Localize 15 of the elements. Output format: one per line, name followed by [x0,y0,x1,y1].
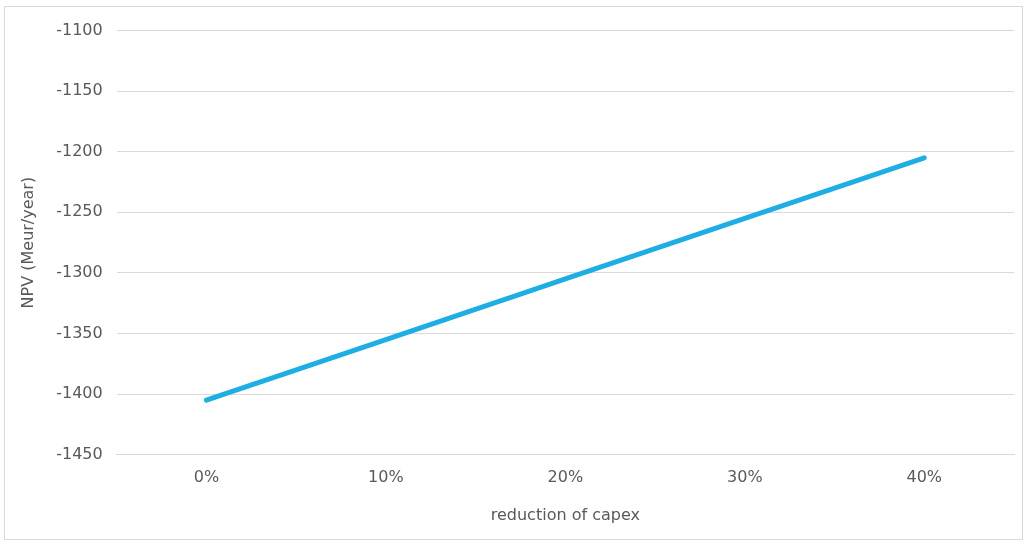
y-tick-label: -1350 [56,322,103,342]
x-tick-label: 10% [368,467,404,487]
x-axis-title: reduction of capex [490,504,640,524]
y-axis-title: NPV (Meur/year) [17,176,37,309]
y-tick-label: -1300 [56,262,103,282]
y-tick-label: -1450 [56,443,103,463]
y-tick-label: -1150 [56,80,103,100]
y-tick-label: -1400 [56,383,103,403]
y-tick-label: -1250 [56,201,103,221]
x-tick-label: 40% [906,467,943,487]
x-tick-label: 30% [727,467,763,487]
x-tick-label: 20% [547,467,584,487]
x-tick-label: 0% [193,467,220,487]
y-tick-label: -1200 [56,140,103,160]
y-tick-label: -1100 [56,19,103,39]
